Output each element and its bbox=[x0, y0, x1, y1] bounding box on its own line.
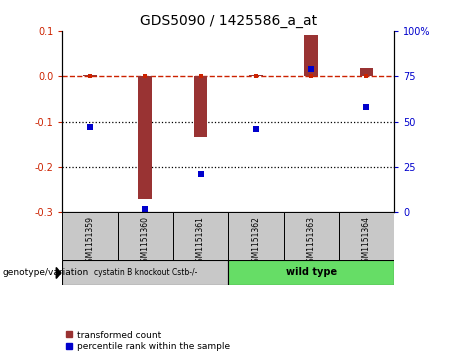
Title: GDS5090 / 1425586_a_at: GDS5090 / 1425586_a_at bbox=[140, 15, 317, 28]
Bar bbox=[284, 212, 339, 260]
Bar bbox=[339, 212, 394, 260]
Bar bbox=[228, 260, 394, 285]
Bar bbox=[228, 212, 284, 260]
Bar bbox=[62, 260, 228, 285]
Text: cystatin B knockout Cstb-/-: cystatin B knockout Cstb-/- bbox=[94, 268, 197, 277]
Text: GSM1151363: GSM1151363 bbox=[307, 216, 316, 267]
Text: genotype/variation: genotype/variation bbox=[2, 269, 89, 277]
Text: GSM1151362: GSM1151362 bbox=[251, 216, 260, 267]
Bar bbox=[360, 68, 373, 76]
Text: GSM1151359: GSM1151359 bbox=[85, 216, 95, 267]
Text: GSM1151360: GSM1151360 bbox=[141, 216, 150, 267]
Legend: transformed count, percentile rank within the sample: transformed count, percentile rank withi… bbox=[62, 327, 233, 355]
Bar bbox=[304, 35, 318, 76]
Text: wild type: wild type bbox=[286, 267, 337, 277]
Bar bbox=[118, 212, 173, 260]
Text: GSM1151364: GSM1151364 bbox=[362, 216, 371, 267]
Bar bbox=[83, 75, 97, 76]
Text: GSM1151361: GSM1151361 bbox=[196, 216, 205, 267]
Bar bbox=[249, 75, 263, 76]
Bar bbox=[138, 76, 152, 199]
Polygon shape bbox=[56, 268, 61, 278]
Bar bbox=[62, 212, 118, 260]
Bar bbox=[173, 212, 228, 260]
Bar bbox=[194, 76, 207, 138]
